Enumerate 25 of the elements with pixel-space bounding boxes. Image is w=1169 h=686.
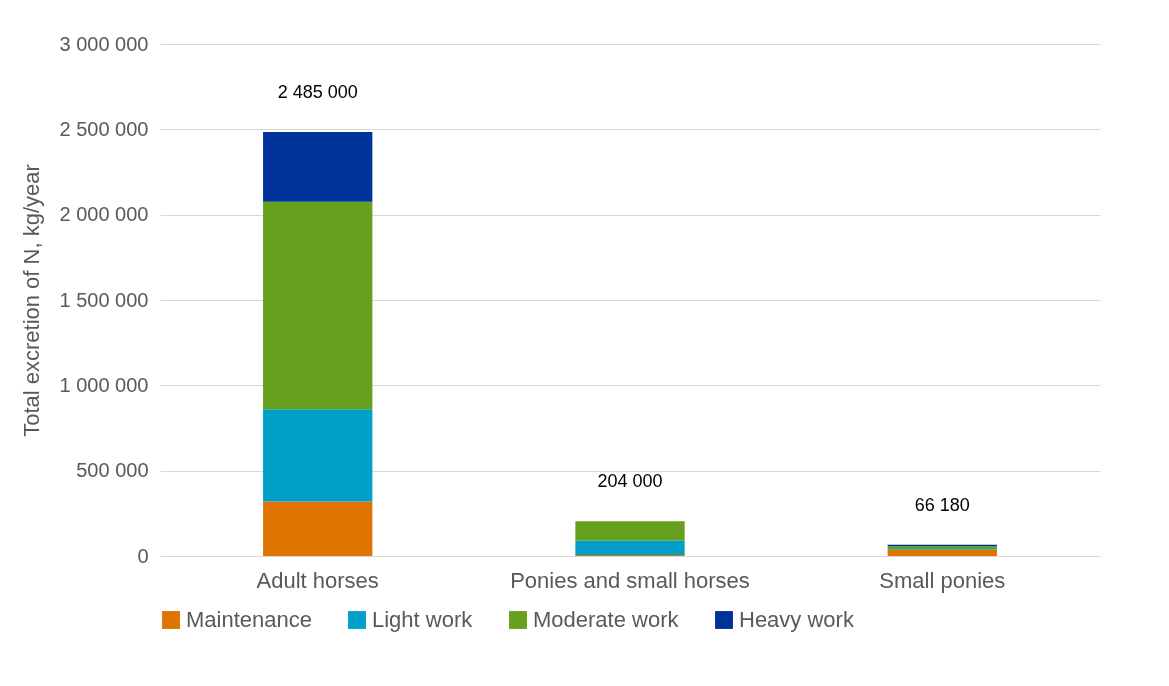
y-tick-label: 0: [137, 544, 149, 567]
total-label: 2 485 000: [277, 81, 358, 102]
legend-label: Maintenance: [186, 607, 312, 632]
x-tick-label: Adult horses: [256, 567, 379, 593]
bar: [575, 521, 685, 541]
y-axis-title: Total excretion of N, kg/year: [18, 164, 44, 437]
bar: [263, 501, 373, 556]
y-tick-label: 1 500 000: [59, 288, 149, 311]
legend-label: Heavy work: [739, 607, 855, 632]
bar: [575, 540, 685, 555]
total-label: 66 180: [914, 494, 970, 515]
bar: [887, 549, 997, 556]
total-label: 204 000: [597, 471, 663, 492]
y-tick-label: 3 000 000: [59, 32, 149, 55]
x-tick-label: Small ponies: [879, 567, 1006, 593]
x-tick-label: Ponies and small horses: [510, 567, 750, 593]
y-tick-label: 1 000 000: [59, 373, 149, 396]
legend-label: Moderate work: [533, 607, 680, 632]
bar: [263, 131, 373, 202]
legend-label: Light work: [372, 607, 474, 632]
y-tick-label: 2 000 000: [59, 203, 149, 226]
bar: [263, 201, 373, 410]
y-tick-label: 500 000: [76, 459, 149, 482]
y-tick-label: 2 500 000: [59, 117, 149, 140]
bar: [263, 409, 373, 502]
